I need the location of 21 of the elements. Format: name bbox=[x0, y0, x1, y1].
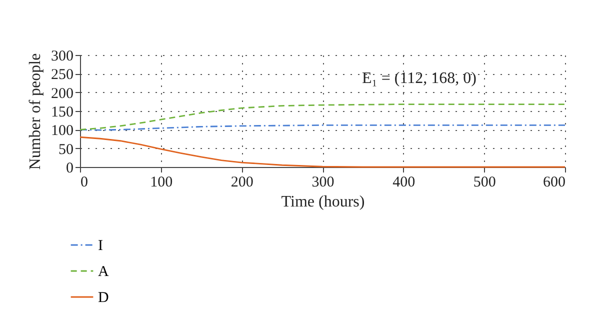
y-tick-label: 100 bbox=[51, 123, 74, 140]
x-tick-label: 0 bbox=[80, 174, 88, 190]
y-tick-label: 0 bbox=[66, 160, 74, 176]
x-tick-label: 600 bbox=[543, 174, 566, 190]
x-tick-label: 300 bbox=[312, 174, 334, 190]
legend-label: D bbox=[98, 290, 109, 306]
x-tick-label: 200 bbox=[230, 174, 254, 190]
x-tick-label: 500 bbox=[473, 174, 496, 190]
legend-label: A bbox=[98, 264, 109, 280]
legend-label: I bbox=[98, 238, 103, 254]
annotation: E₁ = (112, 168, 0) bbox=[362, 70, 476, 87]
y-tick-label: 200 bbox=[51, 86, 74, 102]
x-tick-label: 100 bbox=[150, 174, 173, 190]
y-tick-label: 250 bbox=[51, 67, 74, 84]
line-series bbox=[79, 104, 566, 130]
x-axis-title: Time (hours) bbox=[281, 194, 365, 210]
y-axis-title: Number of people bbox=[27, 53, 44, 170]
x-tick-label: 400 bbox=[392, 174, 416, 190]
y-tick-label: 50 bbox=[58, 142, 74, 158]
y-tick-label: 150 bbox=[51, 104, 74, 120]
y-tick-label: 300 bbox=[51, 48, 74, 64]
